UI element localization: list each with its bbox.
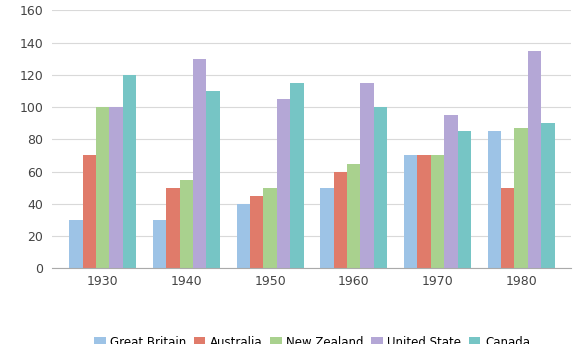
Bar	[277, 99, 290, 268]
Bar	[69, 220, 83, 268]
Bar	[290, 83, 304, 268]
Bar	[347, 163, 360, 268]
Bar	[431, 155, 444, 268]
Bar	[528, 51, 541, 268]
Bar	[417, 155, 431, 268]
Legend: Great Britain, Australia, New Zealand, United State, Canada: Great Britain, Australia, New Zealand, U…	[89, 331, 535, 344]
Bar	[166, 188, 180, 268]
Bar	[193, 59, 206, 268]
Bar	[541, 123, 554, 268]
Bar	[96, 107, 110, 268]
Bar	[444, 115, 458, 268]
Bar	[123, 75, 136, 268]
Bar	[514, 128, 528, 268]
Bar	[404, 155, 417, 268]
Bar	[487, 131, 501, 268]
Bar	[237, 204, 250, 268]
Bar	[374, 107, 387, 268]
Bar	[320, 188, 333, 268]
Bar	[153, 220, 166, 268]
Bar	[110, 107, 123, 268]
Bar	[83, 155, 96, 268]
Bar	[180, 180, 193, 268]
Bar	[333, 172, 347, 268]
Bar	[264, 188, 277, 268]
Bar	[250, 196, 264, 268]
Bar	[458, 131, 471, 268]
Bar	[501, 188, 514, 268]
Bar	[206, 91, 220, 268]
Bar	[360, 83, 374, 268]
